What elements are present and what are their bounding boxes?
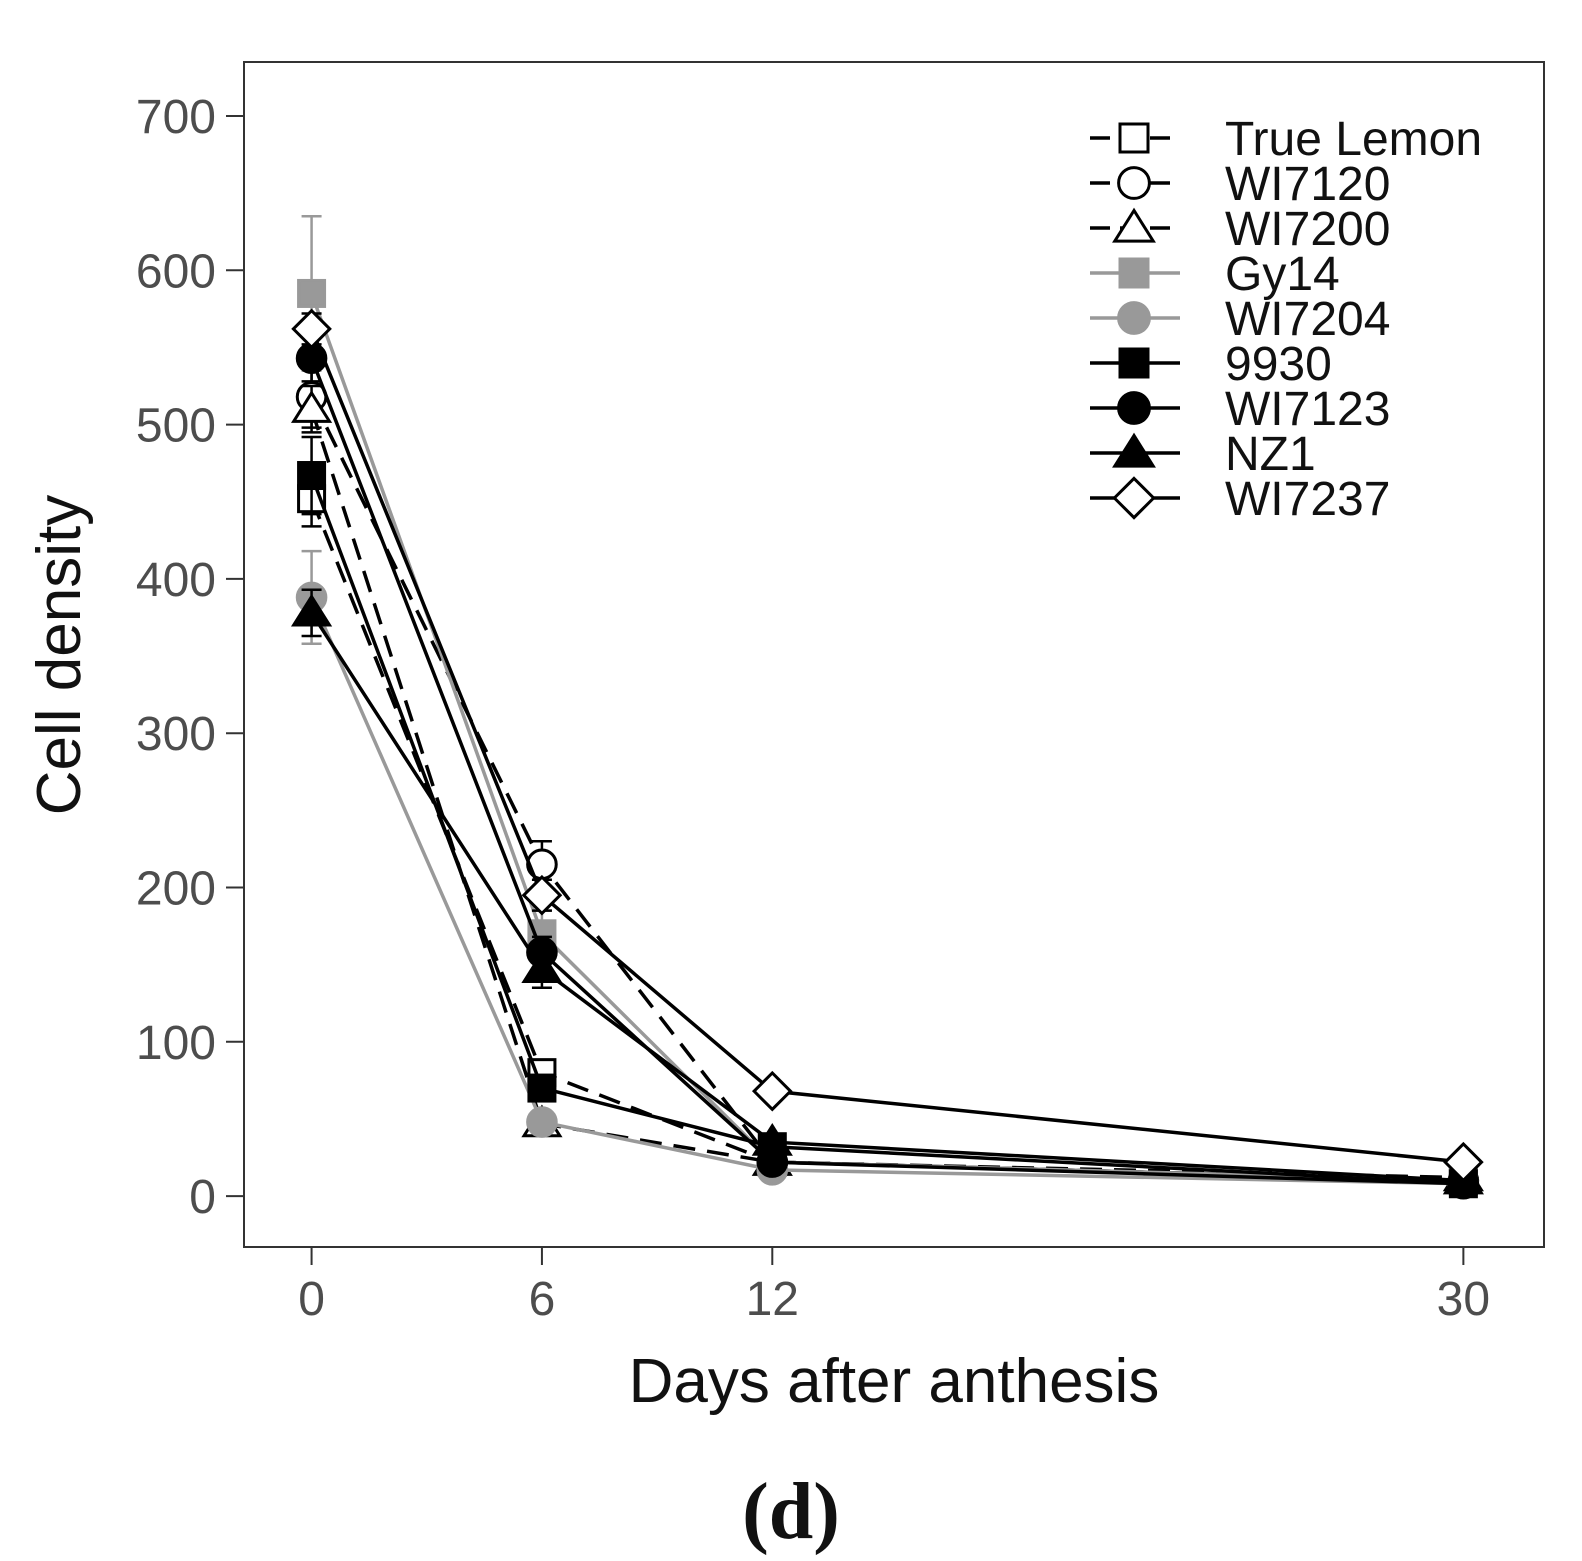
data-point: [291, 308, 332, 350]
legend-item: True Lemon: [1090, 113, 1482, 166]
legend-item: 9930: [1090, 338, 1332, 391]
y-tick-label: 500: [136, 400, 216, 453]
legend-label: Gy14: [1225, 248, 1340, 301]
legend-label: WI7204: [1225, 293, 1390, 346]
data-point: [297, 278, 327, 308]
legend-marker: [1118, 347, 1150, 379]
legend-item: NZ1: [1090, 428, 1316, 481]
legend-marker: [1118, 122, 1150, 154]
legend-marker: [1117, 391, 1151, 425]
legend-marker: [1117, 301, 1151, 335]
data-point: [290, 390, 333, 423]
legend-item: WI7204: [1090, 293, 1390, 346]
legend-label: 9930: [1225, 338, 1332, 391]
legend-label: WI7120: [1225, 158, 1390, 211]
plot-panel: [243, 61, 1545, 1248]
y-tick-label: 600: [136, 245, 216, 298]
legend: True LemonWI7120WI7200Gy14WI72049930WI71…: [1090, 113, 1482, 526]
y-axis: 0 100 200 300 400 500 600 700: [136, 91, 244, 1224]
y-tick-label: 100: [136, 1017, 216, 1070]
data-point: [751, 1070, 793, 1112]
x-axis: 0 6 12 30: [298, 1247, 1490, 1326]
data-point: [751, 1123, 793, 1156]
y-axis-label: Cell density: [25, 495, 94, 815]
y-tick-label: 700: [136, 91, 216, 144]
legend-item: WI7237: [1090, 473, 1390, 526]
legend-label: WI7237: [1225, 473, 1390, 526]
series-nz1: [290, 588, 1484, 1195]
x-tick-label: 30: [1437, 1273, 1490, 1326]
data-point: [527, 1073, 557, 1103]
legend-label: WI7123: [1225, 383, 1390, 436]
data-point: [297, 461, 327, 491]
legend-item: WI7123: [1090, 383, 1390, 436]
legend-marker: [1112, 476, 1156, 520]
data-point: [521, 950, 563, 983]
legend-item: WI7120: [1090, 158, 1390, 211]
y-tick-label: 0: [189, 1171, 216, 1224]
legend-label: True Lemon: [1225, 113, 1482, 166]
legend-marker: [1112, 207, 1156, 243]
legend-marker: [1117, 166, 1151, 200]
series-layer: [290, 215, 1484, 1200]
legend-item: Gy14: [1090, 248, 1340, 301]
legend-marker: [1118, 257, 1150, 289]
legend-label: NZ1: [1225, 428, 1316, 481]
x-axis-label: Days after anthesis: [629, 1347, 1160, 1416]
series-line: [310, 611, 1464, 1183]
figure-caption: (d): [742, 1468, 840, 1556]
y-tick-label: 200: [136, 862, 216, 915]
series-wi7237: [291, 308, 1484, 1183]
data-point: [521, 874, 563, 916]
data-point: [1443, 1141, 1484, 1183]
y-tick-label: 300: [136, 708, 216, 761]
legend-item: WI7200: [1090, 203, 1390, 256]
series-line: [309, 596, 1464, 1186]
legend-marker: [1112, 432, 1156, 468]
x-tick-label: 12: [746, 1273, 799, 1326]
x-tick-label: 0: [298, 1273, 325, 1326]
series-line: [309, 474, 1464, 1186]
data-point: [526, 1106, 558, 1138]
legend-label: WI7200: [1225, 203, 1390, 256]
x-tick-label: 6: [529, 1273, 556, 1326]
series-line: [309, 328, 1464, 1164]
y-tick-label: 400: [136, 554, 216, 607]
data-point: [290, 593, 333, 627]
